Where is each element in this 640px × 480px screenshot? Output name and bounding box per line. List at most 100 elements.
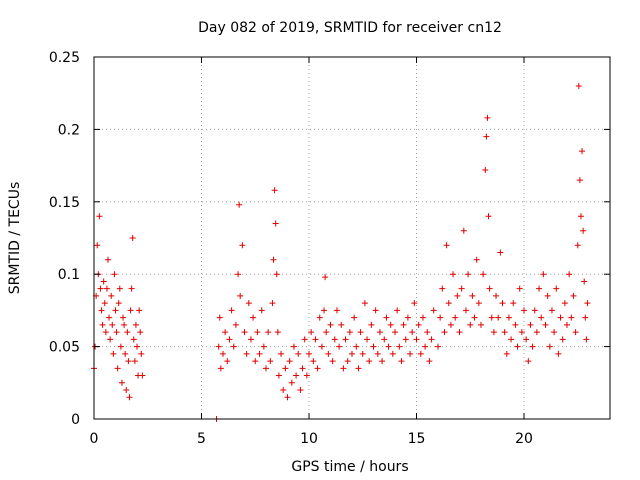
- data-point: [445, 300, 452, 307]
- data-point: [112, 307, 119, 314]
- data-point: [239, 242, 246, 249]
- data-point: [284, 394, 291, 401]
- data-point: [327, 321, 334, 328]
- data-point: [286, 358, 293, 365]
- data-point: [312, 336, 319, 343]
- data-point: [122, 350, 129, 357]
- data-point: [254, 329, 261, 336]
- data-point: [575, 82, 582, 89]
- data-point: [290, 343, 297, 350]
- data-point: [245, 300, 252, 307]
- x-tick-label: 10: [300, 431, 318, 447]
- data-point: [447, 321, 454, 328]
- data-point: [110, 350, 117, 357]
- data-point: [439, 285, 446, 292]
- data-point: [577, 213, 584, 220]
- data-point: [265, 329, 272, 336]
- data-point: [389, 350, 396, 357]
- data-point: [137, 329, 144, 336]
- data-point: [510, 300, 517, 307]
- data-point: [226, 336, 233, 343]
- data-point: [548, 307, 555, 314]
- y-tick-label: 0.25: [49, 50, 80, 66]
- data-point: [576, 177, 583, 184]
- data-point: [581, 278, 588, 285]
- data-point: [308, 329, 315, 336]
- data-point: [536, 285, 543, 292]
- data-point: [482, 166, 489, 173]
- data-point: [480, 271, 487, 278]
- data-point: [443, 242, 450, 249]
- data-point: [413, 336, 420, 343]
- data-point: [139, 372, 146, 379]
- data-point: [512, 321, 519, 328]
- data-point: [280, 387, 287, 394]
- data-point: [424, 329, 431, 336]
- data-point: [237, 292, 244, 299]
- data-point: [490, 329, 497, 336]
- data-point: [115, 300, 122, 307]
- data-point: [273, 271, 280, 278]
- data-point: [120, 314, 127, 321]
- data-point: [411, 300, 418, 307]
- data-point: [529, 343, 536, 350]
- data-point: [336, 343, 343, 350]
- data-point: [379, 358, 386, 365]
- data-point: [96, 213, 103, 220]
- data-point: [523, 336, 530, 343]
- data-point: [533, 329, 540, 336]
- data-point: [419, 314, 426, 321]
- data-point: [108, 292, 115, 299]
- data-point: [495, 314, 502, 321]
- data-point: [469, 292, 476, 299]
- data-point: [247, 336, 254, 343]
- data-point: [130, 336, 137, 343]
- data-point: [483, 133, 490, 140]
- data-point: [407, 350, 414, 357]
- y-axis-label: SRMTID / TECUs: [7, 182, 23, 295]
- data-point: [428, 336, 435, 343]
- plot-frame: [93, 56, 611, 420]
- data-point: [538, 314, 545, 321]
- data-point: [216, 314, 223, 321]
- data-point: [100, 278, 107, 285]
- data-point: [484, 114, 491, 121]
- data-point: [94, 242, 101, 249]
- data-point: [475, 300, 482, 307]
- data-point: [441, 329, 448, 336]
- data-point: [488, 314, 495, 321]
- data-point: [531, 307, 538, 314]
- data-point: [134, 343, 140, 350]
- data-point: [250, 314, 257, 321]
- data-point: [346, 329, 353, 336]
- data-point: [409, 329, 416, 336]
- data-point: [553, 285, 560, 292]
- data-point: [310, 358, 317, 365]
- data-point: [230, 343, 237, 350]
- data-point: [222, 329, 229, 336]
- data-point: [123, 387, 130, 394]
- y-tick-label: 0: [71, 412, 80, 428]
- data-point: [127, 307, 134, 314]
- data-point: [274, 329, 281, 336]
- data-point: [374, 350, 381, 357]
- data-point: [224, 358, 231, 365]
- data-point: [387, 321, 394, 328]
- data-point: [241, 329, 248, 336]
- data-point: [318, 343, 325, 350]
- data-point: [331, 336, 338, 343]
- data-point: [124, 329, 131, 336]
- data-point: [398, 358, 405, 365]
- data-point: [306, 350, 312, 357]
- data-point: [235, 271, 242, 278]
- data-point: [508, 336, 515, 343]
- data-point: [116, 285, 123, 292]
- data-point: [574, 242, 581, 249]
- data-point: [514, 343, 521, 350]
- data-point: [584, 300, 591, 307]
- data-point: [486, 285, 493, 292]
- data-point: [118, 379, 125, 386]
- data-point: [572, 329, 579, 336]
- data-point: [359, 350, 366, 357]
